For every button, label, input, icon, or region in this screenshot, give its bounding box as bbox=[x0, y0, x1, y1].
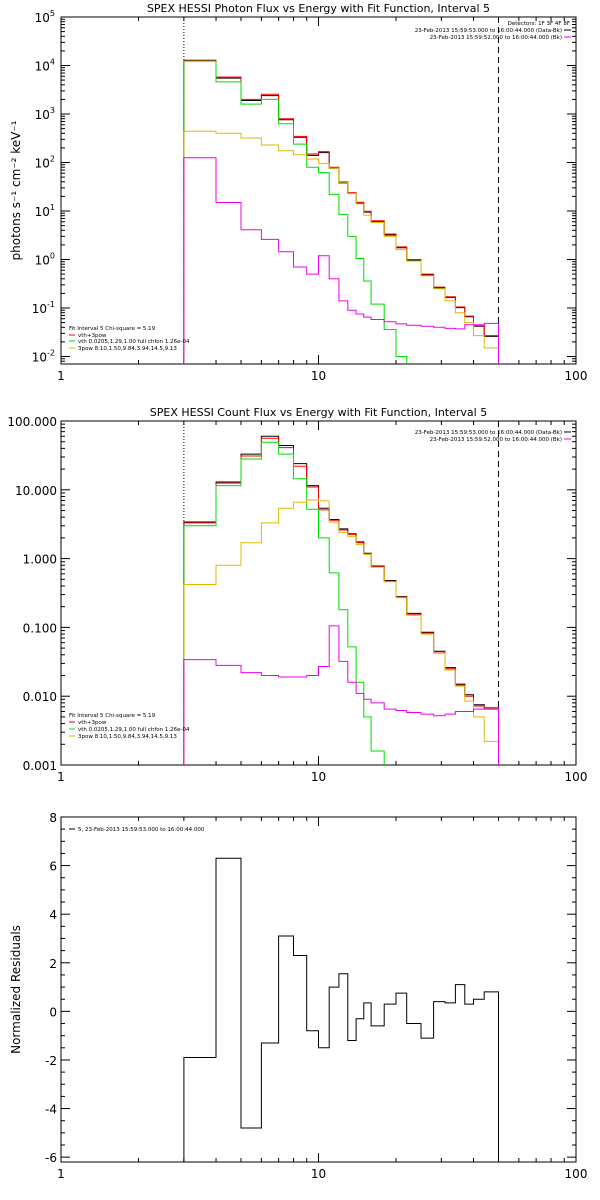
count-xtick-label: 10 bbox=[311, 770, 326, 784]
count-legend-right-text: 23-Feb-2013 15:59:52.000 to 16:00:44.000… bbox=[430, 437, 562, 443]
photon-legend-right-text: Detectors: 1F 3F 4F 8F bbox=[508, 21, 570, 27]
count-series-3 bbox=[183, 499, 499, 765]
count-ytick-label: 0.010 bbox=[23, 690, 57, 704]
photon-series-4 bbox=[183, 157, 499, 364]
residuals-series-0 bbox=[183, 857, 499, 1162]
photon-ytick-label: 102 bbox=[35, 154, 55, 170]
count-title: SPEX HESSI Count Flux vs Energy with Fit… bbox=[150, 406, 487, 419]
count-series-2 bbox=[183, 441, 385, 765]
photon-ylabel: photons s⁻¹ cm⁻² keV⁻¹ bbox=[9, 120, 23, 260]
count-series-4 bbox=[183, 625, 499, 765]
count-series-0 bbox=[183, 435, 499, 765]
photon-series-1 bbox=[183, 59, 499, 364]
count-legend-left-text: vth+3pow bbox=[78, 720, 107, 726]
residuals-panel: 1 10 100 -6 -4 -2 0 2 4 6 8 Normalized Residuals 5, … bbox=[9, 811, 588, 1181]
count-legend-right-text: 23-Feb-2013 15:59:53.000 to 16:00:44.000… bbox=[415, 430, 562, 436]
photon-xtick-label: 10 bbox=[311, 369, 326, 383]
residuals-ytick-label: 0 bbox=[49, 1005, 57, 1019]
count-ytick-label: 0.001 bbox=[23, 759, 57, 773]
residuals-xtick-label: 100 bbox=[565, 1167, 588, 1181]
photon-legend-left-text: vth+3pow bbox=[78, 333, 107, 339]
residuals-xtick-label: 1 bbox=[57, 1167, 65, 1181]
count-xtick-label: 100 bbox=[565, 770, 588, 784]
photon-panel: 1 10 100 10-2 10-1 100 101 102 103 104 105 SPEX HES… bbox=[9, 2, 588, 383]
photon-legend-left-text: Fit Interval 5 Chi-square = 5.19 bbox=[69, 326, 156, 332]
residuals-ytick-label: 6 bbox=[49, 860, 57, 874]
count-ytick-label: 1.000 bbox=[23, 553, 57, 567]
count-legend-left-text: vth 0.0205,1.29,1.00 full chfon 1.26e-04 bbox=[78, 727, 190, 733]
photon-ytick-label: 101 bbox=[35, 203, 55, 219]
photon-legend-left-text: 3pow 8.10,1.50,9.84,3.94,14.5,9.13 bbox=[78, 346, 177, 352]
residuals-xtick-label: 10 bbox=[311, 1167, 326, 1181]
photon-ytick-label: 103 bbox=[35, 106, 55, 122]
residuals-legend-left-text: 5, 23-Feb-2013 15:59:53.000 to 16:00:44.… bbox=[78, 827, 205, 833]
photon-xtick-label: 1 bbox=[57, 369, 65, 383]
photon-ytick-label: 105 bbox=[35, 9, 55, 25]
count-panel: 1 10 100 0.001 0.010 0.100 1.000 10.000 100.000 S… bbox=[7, 406, 588, 784]
count-ytick-label: 10.000 bbox=[15, 484, 57, 498]
residuals-ytick-label: -4 bbox=[45, 1103, 57, 1117]
photon-legend-right-text: 23-Feb-2013 15:59:52.000 to 16:00:44.000… bbox=[430, 35, 562, 41]
count-legend-left-text: 3pow 8.10,1.50,9.84,3.94,14.5,9.13 bbox=[78, 734, 177, 740]
count-ytick-label: 0.100 bbox=[23, 621, 57, 635]
residuals-ytick-label: 8 bbox=[49, 811, 57, 825]
photon-series-2 bbox=[183, 60, 408, 364]
photon-series-3 bbox=[183, 130, 499, 364]
photon-ytick-label: 10-2 bbox=[32, 348, 55, 364]
residuals-ytick-label: 2 bbox=[49, 957, 57, 971]
photon-series-0 bbox=[183, 60, 499, 364]
photon-ytick-label: 104 bbox=[35, 57, 55, 73]
count-ytick-label: 100.000 bbox=[7, 415, 57, 429]
residuals-ytick-label: 4 bbox=[49, 908, 57, 922]
photon-legend-right-text: 23-Feb-2013 15:59:53.000 to 16:00:44.000… bbox=[415, 28, 562, 34]
count-series-1 bbox=[183, 437, 499, 765]
residuals-ytick-label: -6 bbox=[45, 1151, 57, 1165]
residuals-ylabel: Normalized Residuals bbox=[9, 925, 23, 1054]
photon-title: SPEX HESSI Photon Flux vs Energy with Fi… bbox=[147, 2, 490, 15]
residuals-ytick-label: -2 bbox=[45, 1054, 57, 1068]
photon-xtick-label: 100 bbox=[565, 369, 588, 383]
count-xtick-label: 1 bbox=[57, 770, 65, 784]
photon-ytick-label: 100 bbox=[35, 251, 55, 267]
photon-legend-left-text: vth 0.0205,1.29,1.00 full chfon 1.26e-04 bbox=[78, 339, 190, 345]
photon-ytick-label: 10-1 bbox=[32, 300, 55, 316]
count-legend-left-text: Fit Interval 5 Chi-square = 5.19 bbox=[69, 713, 156, 719]
